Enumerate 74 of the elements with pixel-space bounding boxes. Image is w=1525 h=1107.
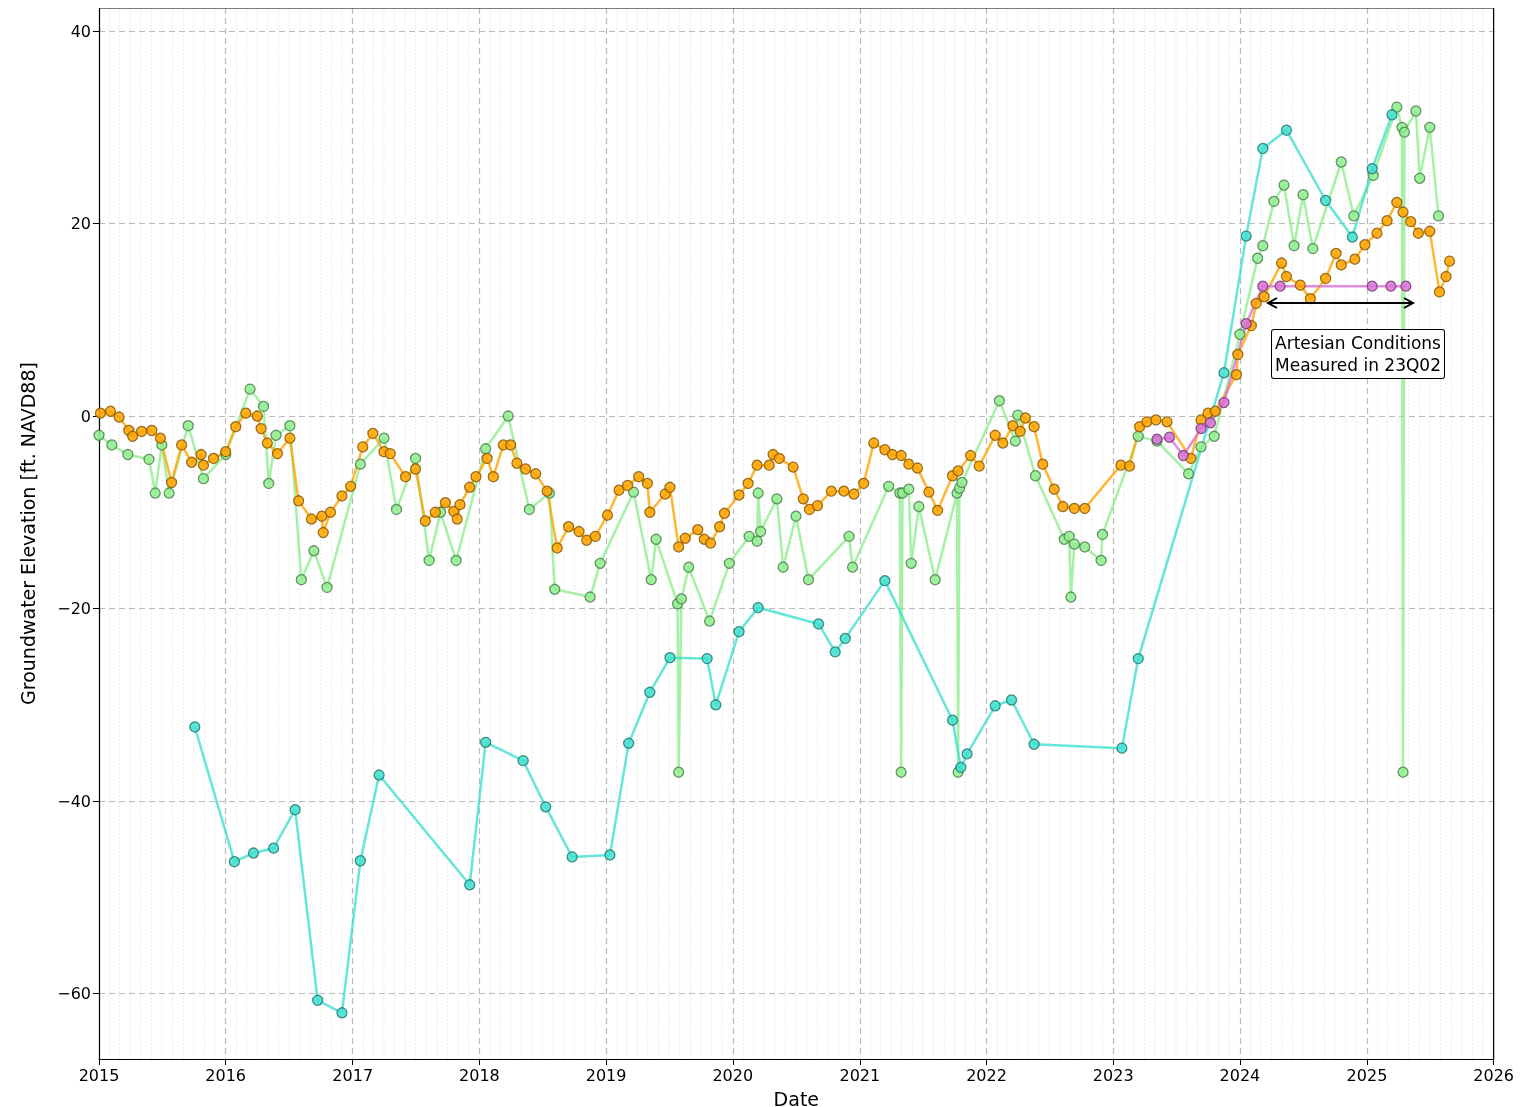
point [1274, 280, 1286, 292]
point [664, 652, 676, 664]
y-tick-label: −40 [57, 791, 91, 811]
x-tick-label: 2020 [712, 1065, 754, 1085]
point [1257, 280, 1269, 292]
point [1028, 738, 1040, 750]
point [480, 736, 492, 748]
point [1177, 449, 1189, 462]
y-tick-label: −20 [57, 599, 91, 619]
point [733, 626, 745, 638]
x-tick-label: 2023 [1092, 1065, 1134, 1085]
y-tick-label: 20 [70, 214, 91, 234]
point [839, 632, 851, 645]
point [829, 646, 841, 658]
point [989, 700, 1001, 712]
point [373, 769, 385, 781]
point [710, 699, 722, 711]
point [961, 748, 973, 760]
point [604, 849, 616, 861]
y-tick-label: 0 [80, 406, 91, 426]
point [1218, 367, 1230, 379]
point [955, 761, 967, 774]
point [1195, 422, 1207, 435]
point [289, 804, 301, 816]
x-tick-label: 2022 [966, 1065, 1007, 1085]
x-tick-label: 2026 [1473, 1065, 1514, 1085]
x-axis-title: Date [773, 1087, 820, 1107]
point [623, 737, 635, 749]
point [228, 856, 241, 868]
point [1240, 318, 1252, 330]
point [517, 754, 529, 767]
y-axis-title: Groundwater Elevation [ft. NAVD88] [16, 362, 39, 705]
point [1280, 124, 1293, 136]
point [312, 994, 324, 1006]
point [1204, 417, 1217, 429]
point [1163, 431, 1176, 443]
y-tick-label: 40 [70, 21, 91, 41]
point [540, 801, 552, 813]
point [946, 714, 959, 726]
point [1320, 194, 1332, 207]
point [1218, 396, 1230, 409]
point [644, 686, 656, 698]
point [1005, 694, 1018, 706]
x-tick-label: 2024 [1219, 1065, 1261, 1085]
point [1132, 652, 1144, 665]
point [752, 601, 764, 614]
point [812, 618, 825, 630]
point [1366, 280, 1378, 292]
point [354, 855, 367, 867]
point [267, 842, 280, 854]
point [1400, 280, 1412, 292]
point [701, 652, 713, 665]
annotation: Artesian Conditions Measured in 23Q02 [1275, 333, 1442, 375]
point [1257, 142, 1269, 155]
point [1385, 280, 1397, 292]
point [1116, 742, 1128, 754]
x-tick-label: 2017 [332, 1065, 374, 1085]
point [464, 879, 476, 891]
x-tick-label: 2019 [585, 1065, 627, 1085]
point [566, 851, 578, 863]
point [1386, 109, 1398, 121]
point [336, 1007, 348, 1019]
x-tick-label: 2016 [205, 1065, 247, 1085]
x-tick-label: 2025 [1346, 1065, 1388, 1085]
point [1366, 163, 1378, 175]
point [1240, 230, 1252, 242]
x-tick-label: 2015 [78, 1065, 120, 1085]
point [189, 721, 201, 733]
point [247, 847, 260, 859]
point [879, 575, 891, 587]
y-tick-label: −60 [57, 984, 91, 1004]
x-tick-label: 2021 [839, 1065, 881, 1085]
x-tick-label: 2018 [459, 1065, 500, 1085]
point [1346, 231, 1359, 243]
